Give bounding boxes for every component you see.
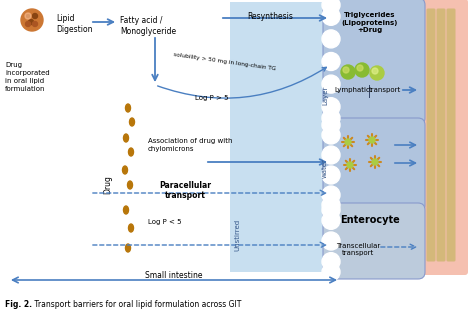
FancyBboxPatch shape (323, 203, 425, 279)
Text: Small intestine: Small intestine (145, 271, 203, 279)
Text: Transcellular
transport: Transcellular transport (336, 243, 380, 256)
FancyArrowPatch shape (158, 67, 327, 98)
Ellipse shape (126, 244, 130, 252)
Circle shape (322, 263, 340, 281)
Circle shape (322, 253, 340, 271)
Circle shape (370, 66, 384, 80)
Circle shape (21, 9, 43, 31)
Text: Layer: Layer (322, 85, 328, 105)
Text: water: water (322, 158, 328, 178)
Text: transport: transport (164, 191, 205, 201)
Text: Resynthesis: Resynthesis (247, 12, 293, 21)
Ellipse shape (124, 206, 128, 214)
Circle shape (372, 159, 378, 165)
Ellipse shape (128, 181, 133, 189)
Circle shape (322, 116, 340, 134)
Text: Log P < 5: Log P < 5 (148, 219, 182, 225)
Text: Drug: Drug (103, 175, 112, 195)
Circle shape (343, 67, 349, 73)
FancyBboxPatch shape (437, 9, 446, 262)
Circle shape (341, 65, 355, 79)
Text: Transport barriers for oral lipid formulation across GIT: Transport barriers for oral lipid formul… (32, 300, 241, 309)
FancyBboxPatch shape (447, 9, 456, 262)
Text: Drug
incorporated
in oral lipid
formulation: Drug incorporated in oral lipid formulat… (5, 62, 50, 92)
Circle shape (322, 7, 340, 25)
Circle shape (33, 13, 37, 19)
Text: Fig. 2.: Fig. 2. (5, 300, 32, 309)
Text: Triglycerides
(Lipoproteins)
+Drug: Triglycerides (Lipoproteins) +Drug (342, 12, 398, 33)
Circle shape (26, 21, 30, 26)
Ellipse shape (128, 224, 134, 232)
Ellipse shape (128, 148, 134, 156)
Text: Fatty acid /
Monoglyceride: Fatty acid / Monoglyceride (120, 16, 176, 36)
FancyBboxPatch shape (323, 118, 425, 212)
Circle shape (372, 68, 378, 74)
Circle shape (322, 109, 340, 127)
Text: Paracellular: Paracellular (159, 182, 211, 190)
Text: Unstirred: Unstirred (234, 219, 240, 251)
Circle shape (25, 13, 31, 19)
Circle shape (26, 13, 30, 19)
Circle shape (369, 137, 375, 143)
Circle shape (322, 126, 340, 144)
Text: Association of drug with
chylomicrons: Association of drug with chylomicrons (148, 138, 233, 152)
FancyBboxPatch shape (323, 0, 425, 125)
Circle shape (322, 75, 340, 93)
Circle shape (322, 53, 340, 70)
Ellipse shape (124, 134, 128, 142)
FancyBboxPatch shape (417, 0, 468, 275)
Text: Enterocyte: Enterocyte (340, 215, 400, 225)
Circle shape (355, 63, 369, 77)
Circle shape (322, 211, 340, 229)
Text: Lipid
Digestion: Lipid Digestion (56, 14, 92, 34)
Circle shape (33, 21, 37, 26)
Circle shape (322, 30, 340, 48)
Ellipse shape (122, 166, 128, 174)
Circle shape (322, 201, 340, 219)
Circle shape (322, 146, 340, 164)
Circle shape (322, 166, 340, 184)
Circle shape (28, 19, 34, 25)
Bar (230, 2, 330, 272)
FancyBboxPatch shape (427, 9, 436, 262)
Circle shape (322, 196, 340, 214)
Circle shape (357, 65, 363, 71)
Circle shape (322, 186, 340, 204)
Circle shape (345, 139, 351, 145)
Circle shape (322, 98, 340, 116)
Text: transport: transport (369, 87, 401, 93)
Text: Lymphatic: Lymphatic (334, 87, 370, 93)
Text: Log P > 5: Log P > 5 (195, 95, 228, 101)
Text: solubility > 50 mg in long-chain TG: solubility > 50 mg in long-chain TG (173, 52, 277, 72)
Ellipse shape (129, 118, 135, 126)
Circle shape (322, 0, 340, 14)
Ellipse shape (126, 104, 130, 112)
Circle shape (347, 162, 353, 168)
Circle shape (322, 232, 340, 250)
